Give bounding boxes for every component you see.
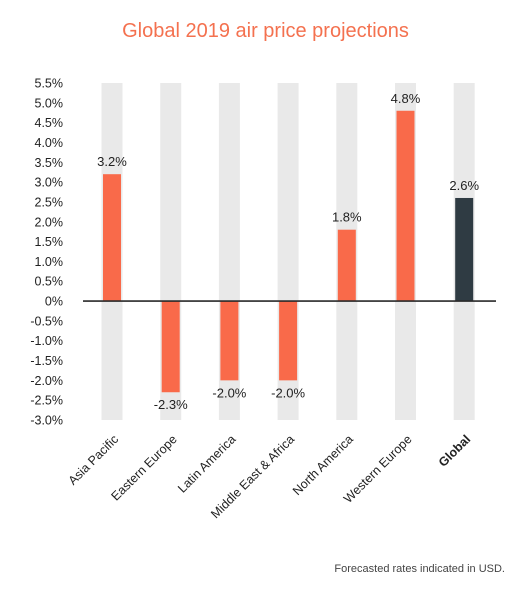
y-tick-label: 0% [45, 295, 63, 309]
data-label: -2.3% [154, 397, 188, 412]
y-tick-label: 1.5% [35, 235, 64, 249]
bar [220, 301, 239, 381]
data-label: -2.0% [212, 385, 246, 400]
y-tick-label: -3.0% [30, 414, 63, 428]
y-tick-label: 4.0% [35, 136, 64, 150]
bar [103, 174, 121, 302]
y-tick-label: 2.0% [35, 215, 64, 229]
y-tick-label: -1.5% [30, 354, 63, 368]
bar [279, 301, 298, 381]
y-tick-label: 5.0% [35, 96, 64, 110]
chart-title: Global 2019 air price projections [122, 20, 409, 42]
data-label: 3.2% [97, 154, 127, 169]
x-category-label: Latin America [175, 432, 238, 495]
x-category-label: Global [436, 432, 473, 469]
data-label: 2.6% [449, 178, 479, 193]
bar [396, 110, 415, 302]
data-label: -2.0% [271, 385, 305, 400]
data-label: 1.8% [332, 210, 362, 225]
footnote: Forecasted rates indicated in USD. [334, 563, 505, 575]
bar [455, 197, 474, 302]
x-category-label: North America [290, 432, 356, 498]
y-tick-label: 3.5% [35, 156, 64, 170]
x-category-label: Asia Pacific [66, 432, 122, 488]
y-tick-label: -2.5% [30, 394, 63, 408]
y-tick-label: 2.5% [35, 195, 64, 209]
y-tick-label: 3.0% [35, 176, 64, 190]
y-tick-label: -1.0% [30, 334, 63, 348]
y-tick-label: 5.5% [35, 77, 64, 91]
y-tick-label: 4.5% [35, 116, 64, 130]
data-label: 4.8% [391, 91, 421, 106]
y-tick-label: -0.5% [30, 314, 63, 328]
y-tick-label: 1.0% [35, 255, 64, 269]
bar [337, 229, 356, 302]
y-tick-label: 0.5% [35, 275, 64, 289]
y-tick-label: -2.0% [30, 374, 63, 388]
bar [161, 301, 180, 393]
